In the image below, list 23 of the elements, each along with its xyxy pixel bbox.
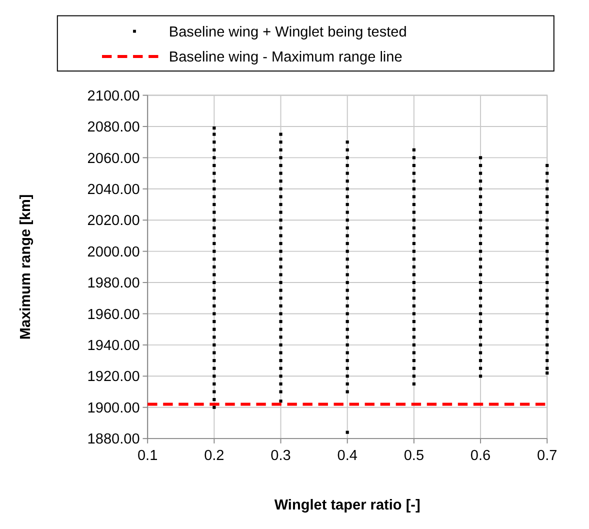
x-axis-title: Winglet taper ratio [-]	[274, 497, 420, 514]
y-tick-label: 2020.00	[87, 213, 140, 230]
y-tick-label: 1940.00	[87, 338, 140, 354]
y-tick-label: 1880.00	[87, 432, 140, 448]
legend-label: Baseline wing - Maximum range line	[168, 50, 402, 66]
x-tick-label: 0.5	[404, 448, 424, 464]
x-tick-label: 0.2	[204, 448, 224, 464]
y-tick-label: 1980.00	[87, 276, 140, 292]
x-tick-label: 0.7	[537, 448, 558, 464]
y-tick-label: 1920.00	[87, 369, 140, 386]
y-tick-label: 2100.00	[87, 88, 140, 104]
y-axis-title: Maximum range [km]	[18, 194, 34, 340]
y-tick-label: 1960.00	[87, 306, 140, 323]
y-tick-label: 2000.00	[87, 244, 140, 260]
y-tick-label: 2060.00	[87, 150, 140, 167]
x-tick-label: 0.6	[470, 448, 491, 464]
legend-label: Baseline wing + Winglet being tested	[168, 24, 407, 40]
y-tick-label: 2080.00	[87, 120, 140, 136]
x-tick-label: 0.4	[337, 448, 358, 464]
x-tick-label: 0.3	[270, 448, 291, 464]
x-tick-label: 0.1	[137, 448, 158, 464]
y-tick-label: 1900.00	[87, 400, 140, 416]
y-tick-label: 2040.00	[87, 182, 140, 198]
